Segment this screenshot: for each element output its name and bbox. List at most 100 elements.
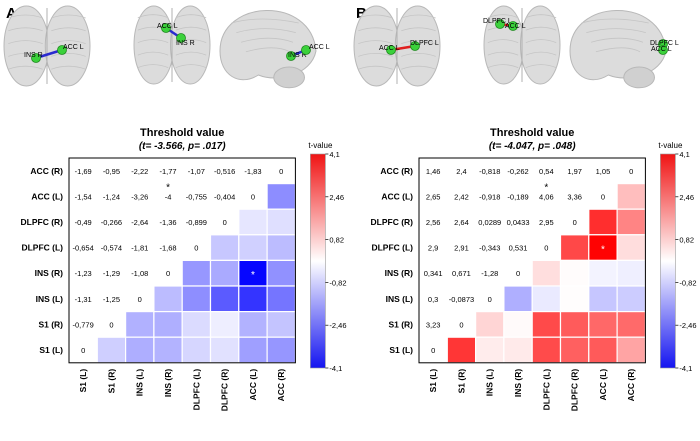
cell-value: -0,918 [479, 192, 500, 201]
cell-value: -0,755 [186, 192, 207, 201]
heatmap-border [418, 157, 646, 364]
brain-node [495, 19, 505, 29]
heatmap-cell [266, 259, 297, 287]
heatmap-cell [559, 208, 590, 236]
brain-node-label: INS R [24, 52, 43, 59]
heatmap-cell [153, 336, 183, 364]
row-label: ACC (L) [31, 191, 63, 201]
cell-value: 2,65 [426, 192, 441, 201]
brain-gyrus [358, 27, 393, 32]
cell-value: 3,23 [426, 320, 441, 329]
brain-node-label: DLPFC L [483, 18, 512, 25]
heatmap-cell [616, 336, 646, 364]
cell-value: -0,818 [479, 167, 500, 176]
column-label: ACC (L) [598, 369, 608, 401]
brain-node [161, 23, 171, 33]
brain-gyrus [51, 53, 86, 57]
heatmap-cell [209, 183, 240, 210]
brain-node [386, 45, 396, 55]
brain-gyrus [236, 28, 296, 33]
cell-value: 0 [138, 295, 142, 304]
heatmap-cell [68, 208, 98, 236]
cell-value: -1,54 [75, 192, 92, 201]
cell-value: 3,36 [567, 192, 582, 201]
cell-value: -1,07 [188, 167, 205, 176]
row-label: DLPFC (R) [21, 217, 64, 227]
brain-gyrus [595, 47, 641, 53]
cell-value: 0,531 [509, 244, 528, 253]
heatmap-cell [181, 285, 212, 313]
row-label: ACC (L) [381, 191, 413, 201]
brain-gyrus [401, 65, 436, 70]
brain-hemisphere-right [44, 5, 91, 87]
cell-value: 0 [544, 244, 548, 253]
brain-node [301, 45, 311, 55]
heatmap-cell [559, 285, 590, 313]
cell-value: -1,28 [481, 269, 498, 278]
brain-gyrus [137, 51, 169, 56]
brain-hemisphere-right [169, 5, 211, 85]
heatmap-cell [238, 208, 268, 236]
heatmap-cell [266, 208, 297, 236]
heatmap-cell [531, 183, 562, 210]
cell-value: 0 [279, 167, 283, 176]
cell-value: -1,24 [103, 192, 120, 201]
cell-value: -0,189 [507, 192, 528, 201]
brain-gyrus [175, 26, 207, 31]
chart-subtitle: (t= -3.566, p= .017) [139, 141, 226, 152]
heatmap-cell [588, 234, 618, 262]
brain-gyrus [525, 39, 557, 44]
brain-node [31, 53, 41, 63]
cell-value: -0,516 [214, 167, 235, 176]
brain-gyrus [51, 40, 86, 44]
heatmap-cell [209, 259, 240, 287]
row-label: S1 (R) [38, 319, 63, 329]
significance-star: * [601, 245, 605, 256]
column-label: S1 (L) [428, 369, 438, 393]
heatmap-cell [588, 208, 618, 236]
brain-gyrus [525, 14, 557, 19]
cell-value: 0 [431, 346, 435, 355]
brain-gyrus [358, 40, 393, 44]
heatmap-cell [209, 311, 240, 338]
significance-star: * [166, 183, 170, 194]
cell-value: -4 [165, 192, 172, 201]
heatmap-cell [238, 336, 268, 364]
heatmap-cell [588, 336, 618, 364]
brain-node-label: ACC L [379, 45, 400, 52]
brain-gyrus [241, 37, 294, 43]
row-label: S1 (R) [388, 319, 413, 329]
heatmap-cell [124, 285, 155, 313]
heatmap-cell [96, 183, 127, 210]
cell-value: -1,36 [159, 218, 176, 227]
brain-node-label: INS R [176, 40, 195, 47]
cell-value: -0,0873 [449, 295, 474, 304]
cell-value: -3,26 [131, 192, 148, 201]
cell-value: -1,69 [75, 167, 92, 176]
brain-node-label: ACC L [651, 46, 672, 53]
heatmap-cell [266, 311, 297, 338]
brain-gyrus [8, 27, 43, 32]
cell-value: 0 [601, 192, 605, 201]
colorbar [310, 153, 326, 369]
heatmap-cell [266, 285, 297, 313]
brain-node [508, 21, 518, 31]
brain-node [57, 45, 67, 55]
heatmap-cell [616, 234, 646, 262]
heatmap-cell [503, 311, 533, 338]
heatmap-cell [616, 183, 646, 210]
column-label: DLPFC (R) [570, 369, 580, 412]
brain-gyrus [401, 27, 436, 32]
colorbar-tick-label: -2,46 [679, 321, 696, 330]
brain-gyrus [51, 27, 86, 32]
heatmap-cell [475, 336, 505, 364]
heatmap-cell [181, 259, 212, 287]
brain-node [176, 33, 186, 43]
cell-value: 2,42 [454, 192, 469, 201]
heatmap-cell [503, 183, 533, 210]
heatmap-cell [588, 259, 618, 287]
significance-star: * [544, 183, 548, 194]
heatmap-border [68, 157, 296, 364]
cell-value: -0,404 [214, 192, 235, 201]
heatmap-cell [266, 234, 297, 262]
